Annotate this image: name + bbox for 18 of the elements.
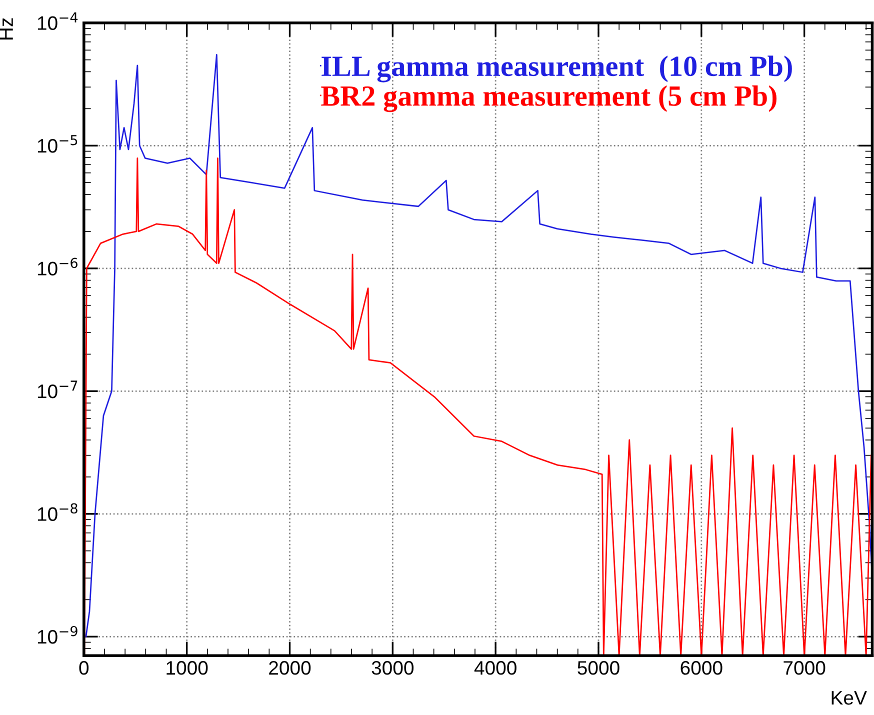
y-tick-label: 10$^{−5}$ xyxy=(38,135,78,153)
line-series xyxy=(85,54,872,638)
x-tick-label: 6000 xyxy=(680,661,722,675)
x-tick-label: 7000 xyxy=(784,661,826,675)
x-tick-label: 5000 xyxy=(578,661,620,675)
x-tick-label: 1000 xyxy=(166,661,208,675)
x-tick-label: 2000 xyxy=(269,661,311,675)
x-tick-label: 4000 xyxy=(474,661,516,675)
legend-label: BR2 gamma measurement (5 cm Pb) xyxy=(321,85,776,112)
y-tick-label: 10$^{−8}$ xyxy=(38,503,78,521)
y-tick-label: 10$^{−9}$ xyxy=(38,626,78,644)
y-tick-label: 10$^{−7}$ xyxy=(38,380,78,398)
x-tick-label: 3000 xyxy=(372,661,414,675)
y-tick-label: 10$^{−4}$ xyxy=(38,12,78,30)
x-axis-title: KeV xyxy=(832,691,867,705)
y-tick-label: 10$^{−6}$ xyxy=(38,258,78,276)
legend-label: ILL gamma measurement (10 cm Pb) xyxy=(322,56,792,82)
x-tick-label: 0 xyxy=(79,661,89,675)
